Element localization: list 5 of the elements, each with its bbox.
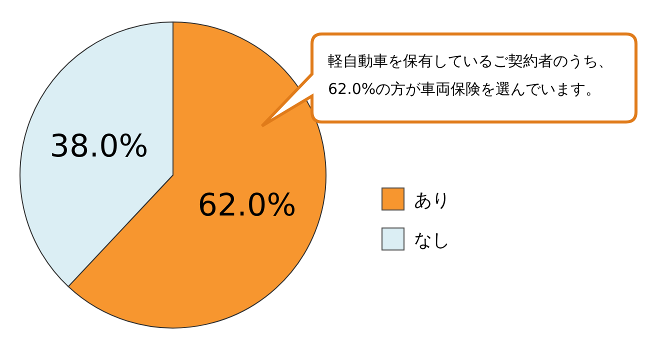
- data-label: 38.0%: [50, 128, 148, 165]
- legend-label: なし: [414, 230, 450, 251]
- legend-label: あり: [414, 190, 450, 211]
- text: 軽自動車を保有しているご契約者のうち、62.0%の方が車両保険を選んでいます。: [328, 52, 613, 98]
- data-label: 62.0%: [198, 187, 296, 224]
